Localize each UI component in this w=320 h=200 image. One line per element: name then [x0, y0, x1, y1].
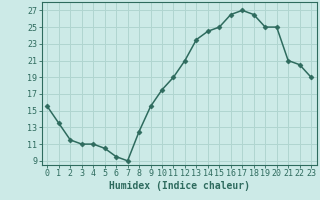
X-axis label: Humidex (Indice chaleur): Humidex (Indice chaleur)	[109, 181, 250, 191]
